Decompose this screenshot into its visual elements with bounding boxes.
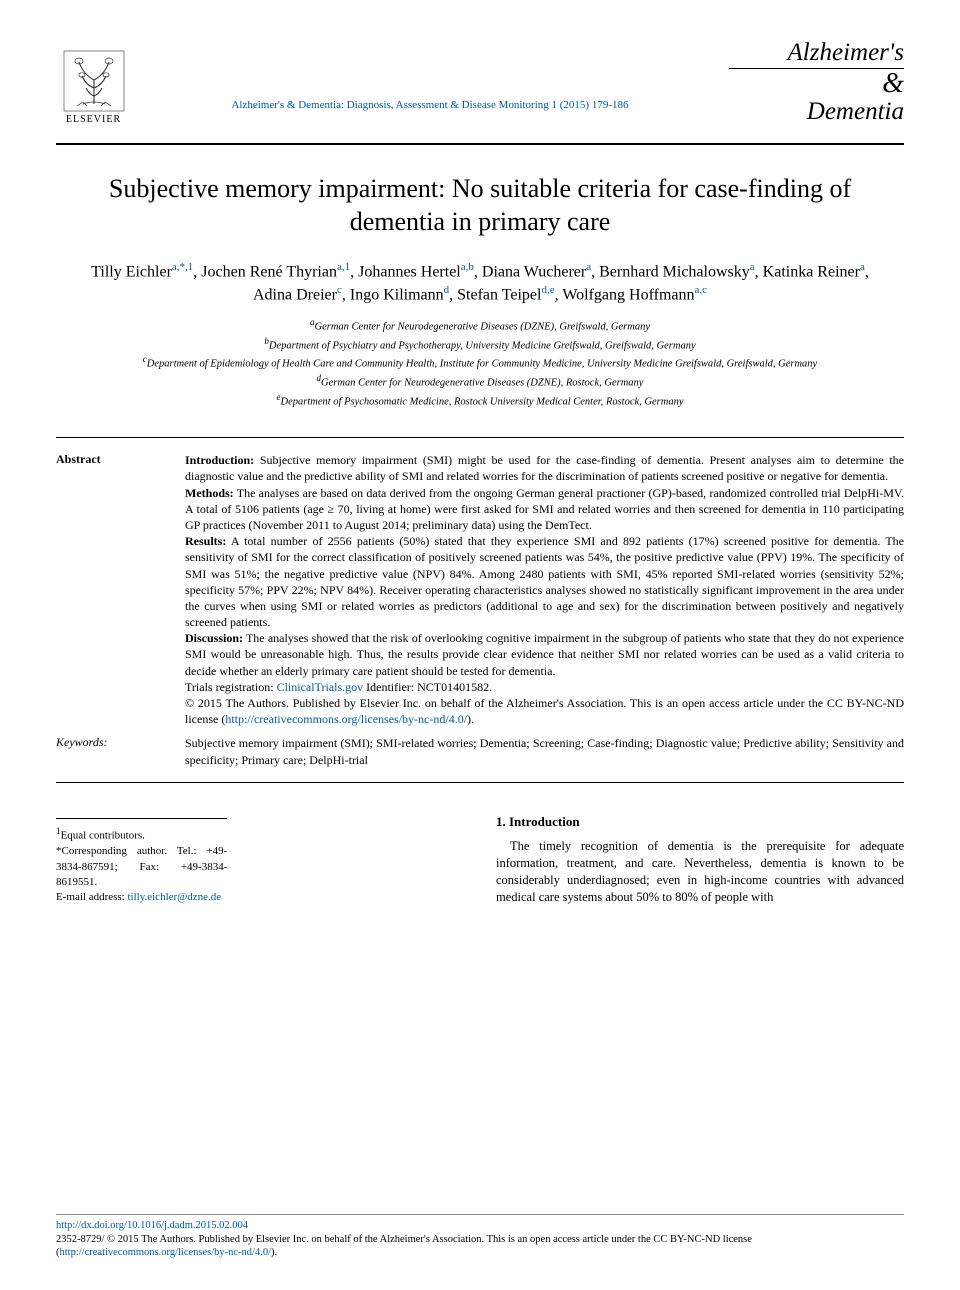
section-1-heading: 1. Introduction <box>496 813 904 831</box>
keywords-label: Keywords: <box>56 735 161 767</box>
two-column-body: 1Equal contributors. *Corresponding auth… <box>56 813 904 906</box>
journal-logo-line1: Alzheimer's <box>729 40 904 69</box>
journal-logo-amp: & <box>882 68 904 99</box>
left-column: 1Equal contributors. *Corresponding auth… <box>56 813 464 906</box>
affiliation-line: dGerman Center for Neurodegenerative Dis… <box>56 372 904 391</box>
trials-suffix: Identifier: NCT01401582. <box>363 680 492 694</box>
equal-contributors: Equal contributors. <box>61 830 145 842</box>
intro-label: Introduction: <box>185 453 254 467</box>
publisher-name: ELSEVIER <box>66 114 121 125</box>
footer-rule <box>56 1214 904 1215</box>
email-link[interactable]: tilly.eichler@dzne.de <box>127 891 221 903</box>
copyright-suffix: ). <box>467 712 474 726</box>
affiliation-line: eDepartment of Psychosomatic Medicine, R… <box>56 391 904 410</box>
footnotes: 1Equal contributors. *Corresponding auth… <box>56 818 227 906</box>
abstract-label: Abstract <box>56 452 161 727</box>
journal-reference: Alzheimer's & Dementia: Diagnosis, Asses… <box>231 99 628 111</box>
results-text: A total number of 2556 patients (50%) st… <box>185 534 904 629</box>
right-column: 1. Introduction The timely recognition o… <box>496 813 904 906</box>
journal-logo-line2: Dementia <box>729 99 904 125</box>
page-footer: http://dx.doi.org/10.1016/j.dadm.2015.02… <box>56 1214 904 1260</box>
doi-link[interactable]: http://dx.doi.org/10.1016/j.dadm.2015.02… <box>56 1220 248 1231</box>
results-label: Results: <box>185 534 226 548</box>
intro-body-text: The timely recognition of dementia is th… <box>496 838 904 906</box>
publisher-logo: ELSEVIER <box>56 40 131 125</box>
intro-text: Subjective memory impairment (SMI) might… <box>185 453 904 483</box>
abstract-block: Abstract Introduction: Subjective memory… <box>56 452 904 727</box>
methods-text: The analyses are based on data derived f… <box>185 486 904 532</box>
affiliations-list: aGerman Center for Neurodegenerative Dis… <box>56 316 904 409</box>
trials-label: Trials registration: <box>185 680 277 694</box>
abstract-bottom-rule <box>56 782 904 783</box>
elsevier-tree-icon <box>63 50 125 112</box>
abstract-top-rule <box>56 437 904 438</box>
issn-suffix: ). <box>271 1247 277 1258</box>
keywords-content: Subjective memory impairment (SMI); SMI-… <box>185 735 904 767</box>
email-label: E-mail address: <box>56 891 127 903</box>
keywords-block: Keywords: Subjective memory impairment (… <box>56 735 904 767</box>
abstract-content: Introduction: Subjective memory impairme… <box>185 452 904 727</box>
footer-cc-link[interactable]: http://creativecommons.org/licenses/by-n… <box>60 1247 272 1258</box>
affiliation-line: cDepartment of Epidemiology of Health Ca… <box>56 353 904 372</box>
cc-license-link[interactable]: http://creativecommons.org/licenses/by-n… <box>225 712 467 726</box>
authors-list: Tilly Eichlera,*,1, Jochen René Thyriana… <box>76 260 884 306</box>
corresponding-author: Corresponding author. Tel.: +49-3834-867… <box>56 845 227 888</box>
clinicaltrials-link[interactable]: ClinicalTrials.gov <box>277 680 364 694</box>
title-rule <box>56 143 904 145</box>
journal-logo: Alzheimer's & Dementia <box>729 40 904 125</box>
article-title: Subjective memory impairment: No suitabl… <box>86 173 874 238</box>
affiliation-line: aGerman Center for Neurodegenerative Dis… <box>56 316 904 335</box>
affiliation-line: bDepartment of Psychiatry and Psychother… <box>56 335 904 354</box>
discussion-text: The analyses showed that the risk of ove… <box>185 631 904 677</box>
header-row: ELSEVIER Alzheimer's & Dementia: Diagnos… <box>56 40 904 125</box>
methods-label: Methods: <box>185 486 234 500</box>
discussion-label: Discussion: <box>185 631 243 645</box>
